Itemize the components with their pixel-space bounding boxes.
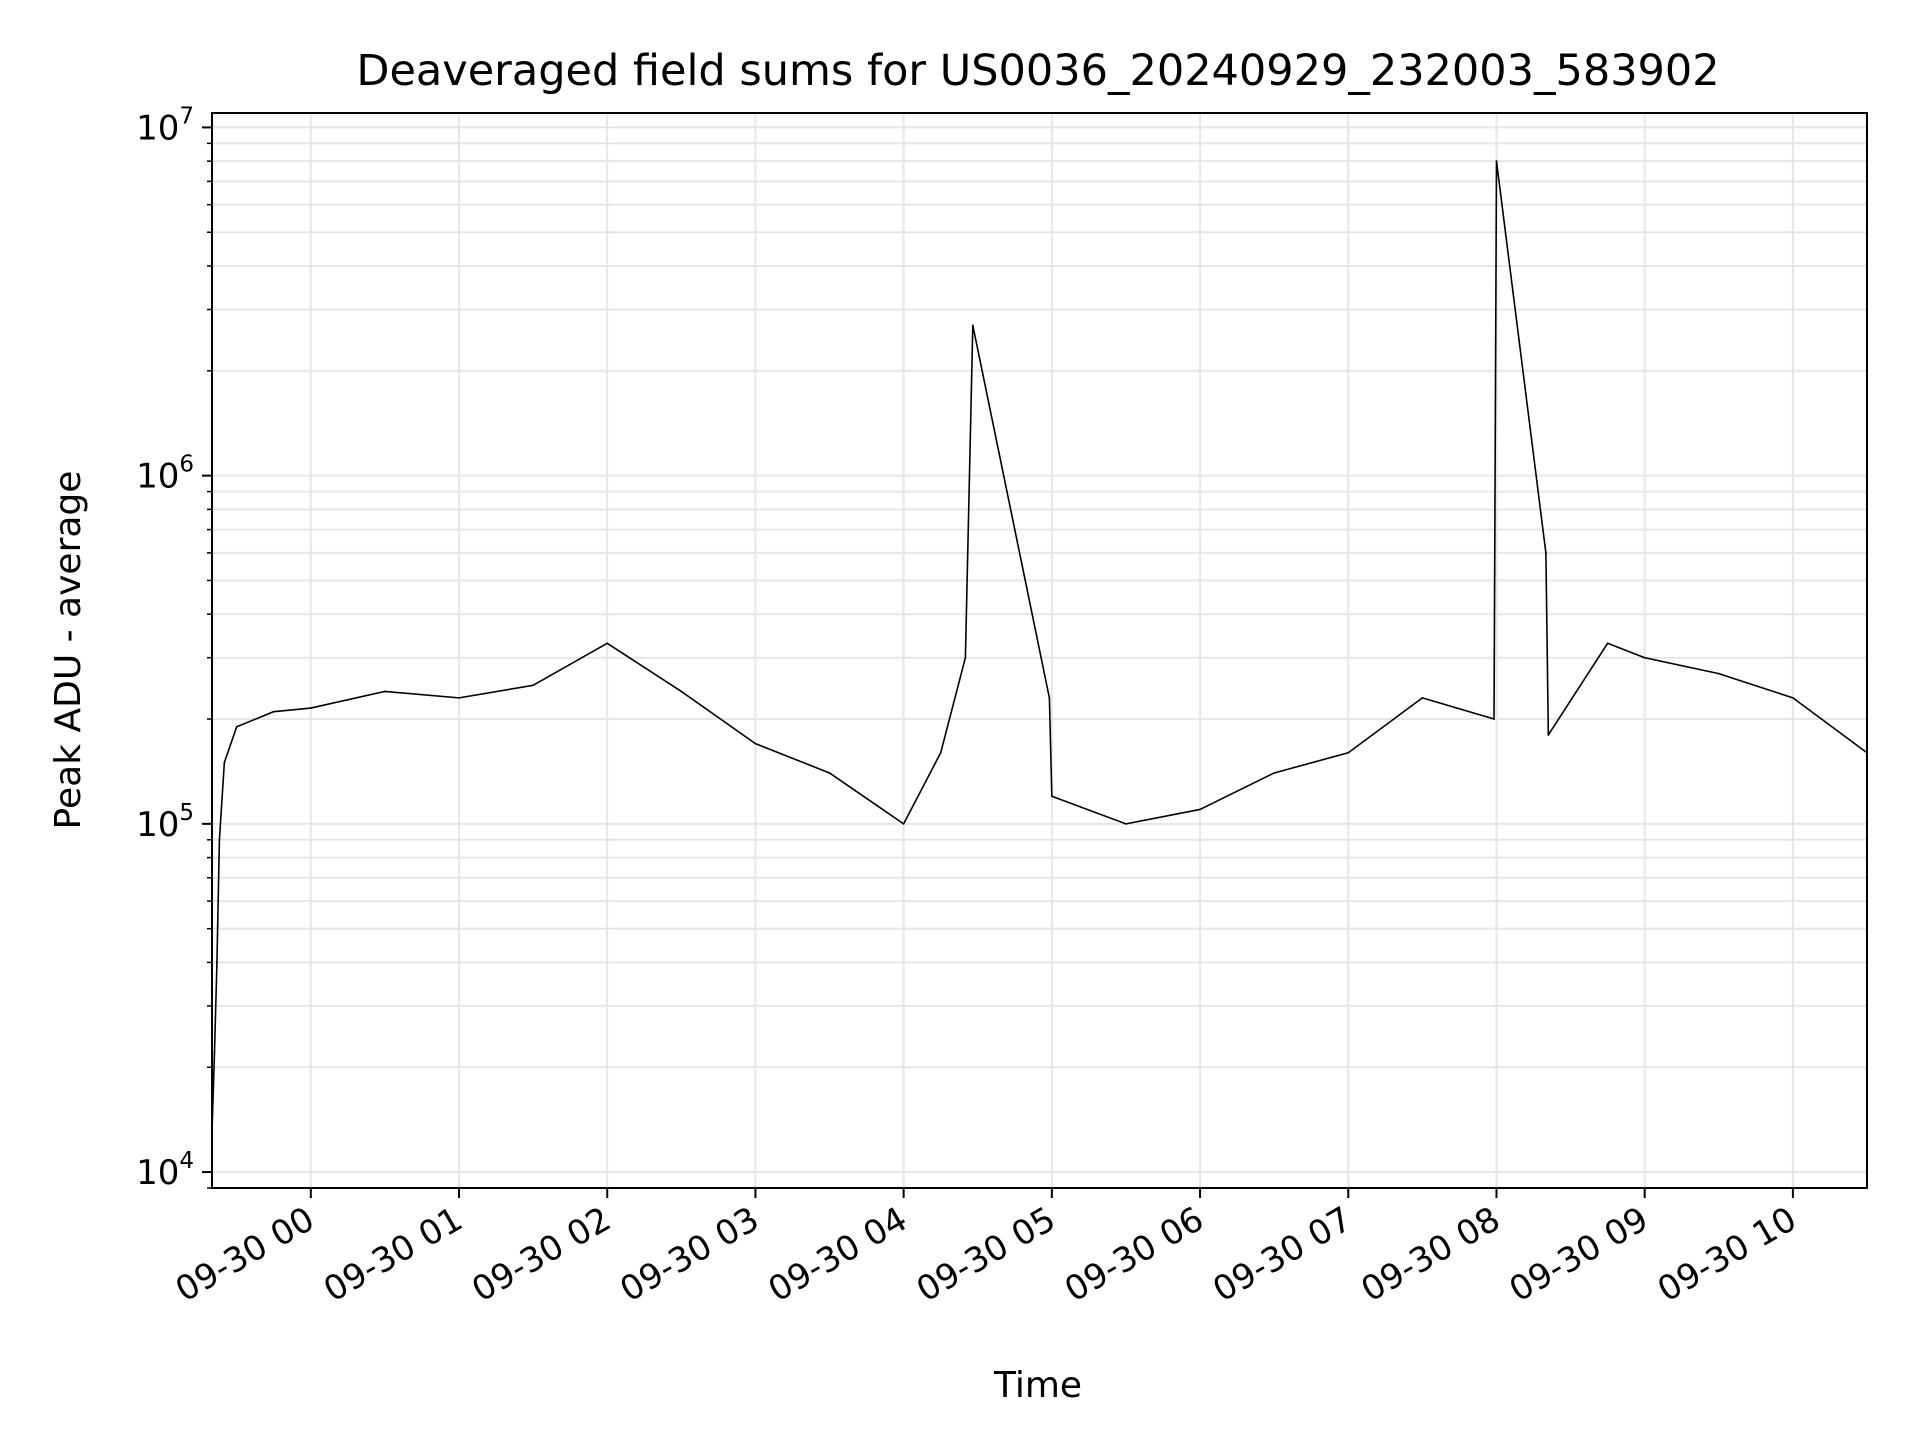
- data-point: [606, 642, 609, 645]
- data-point: [1048, 696, 1051, 699]
- data-point: [1050, 795, 1053, 798]
- y-tick-label: 106: [136, 452, 194, 497]
- data-point: [1547, 734, 1550, 736]
- data-point: [384, 690, 386, 693]
- data-point: [1493, 718, 1495, 720]
- data-point: [1643, 656, 1646, 659]
- data-line-group: [211, 160, 1868, 1134]
- data-point: [272, 710, 275, 713]
- y-tick-label: 104: [136, 1148, 194, 1193]
- y-tick-label: 105: [136, 800, 194, 845]
- data-point: [828, 772, 831, 774]
- data-point: [1544, 551, 1547, 554]
- data-point: [235, 725, 238, 728]
- data-point: [532, 684, 535, 687]
- data-point: [1421, 696, 1424, 699]
- data-point: [458, 696, 460, 699]
- data-point: [1717, 672, 1720, 675]
- data-point: [680, 690, 683, 693]
- data-point: [1606, 642, 1609, 645]
- data-point: [1791, 696, 1794, 699]
- y-tick-label: 107: [136, 103, 194, 148]
- data-point: [1495, 160, 1498, 163]
- y-axis-label: Peak ADU - average: [48, 471, 89, 830]
- chart-title: Deaveraged field sums for US0036_2024092…: [356, 46, 1719, 96]
- data-point: [964, 656, 967, 659]
- data-point: [309, 707, 312, 709]
- data-point: [971, 324, 974, 327]
- data-point: [223, 761, 226, 764]
- data-point: [754, 742, 757, 745]
- data-point: [902, 822, 905, 825]
- data-point: [1199, 808, 1201, 811]
- data-point: [1347, 751, 1350, 754]
- data-point: [1273, 772, 1276, 774]
- plot-frame: [211, 112, 1868, 1189]
- data-point: [218, 838, 221, 841]
- data-point: [939, 751, 942, 754]
- y-axis: 104 105 106 107: [136, 103, 212, 1193]
- data-point: [216, 961, 218, 964]
- data-point: [213, 1051, 216, 1054]
- x-axis-label: Time: [993, 1365, 1082, 1406]
- data-point: [1125, 822, 1127, 825]
